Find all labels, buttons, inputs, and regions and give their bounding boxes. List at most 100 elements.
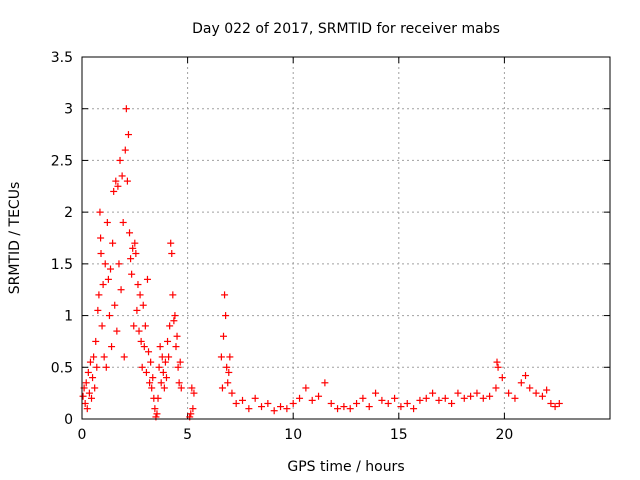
data-point <box>93 363 101 371</box>
grid <box>82 57 610 419</box>
data-point <box>225 368 233 376</box>
y-axis-label: SRMTID / TECUs <box>7 182 23 295</box>
data-point <box>435 396 443 404</box>
data-point <box>104 275 112 283</box>
data-point <box>129 244 137 252</box>
y-tick-label: 1.5 <box>51 257 73 273</box>
data-point <box>117 286 125 294</box>
data-point <box>555 399 563 407</box>
data-point <box>161 358 169 366</box>
data-point <box>410 405 418 413</box>
data-point <box>86 358 94 366</box>
data-point <box>170 317 178 325</box>
data-point <box>492 384 500 392</box>
data-point <box>384 399 392 407</box>
data-point <box>175 379 183 387</box>
data-point <box>99 281 107 289</box>
data-point <box>391 394 399 402</box>
data-point <box>538 392 546 400</box>
data-point <box>156 343 164 351</box>
x-tick-label: 20 <box>495 427 513 443</box>
data-point <box>486 392 494 400</box>
data-point <box>94 306 102 314</box>
data-point <box>397 403 405 411</box>
data-point <box>270 407 278 415</box>
data-point <box>162 374 170 382</box>
data-point <box>120 353 128 361</box>
data-point <box>128 270 136 278</box>
data-point <box>188 384 196 392</box>
data-point <box>92 337 100 345</box>
data-point <box>217 353 225 361</box>
data-point <box>85 389 93 397</box>
data-point <box>283 405 291 413</box>
data-point <box>441 394 449 402</box>
data-point <box>551 403 559 411</box>
data-point <box>90 353 98 361</box>
data-point <box>302 384 310 392</box>
data-point <box>109 239 117 247</box>
data-point <box>372 389 380 397</box>
data-point <box>157 379 165 387</box>
data-point <box>164 337 172 345</box>
data-point <box>84 368 92 376</box>
data-point <box>220 332 228 340</box>
data-point <box>165 353 173 361</box>
data-point <box>346 405 354 413</box>
data-point <box>119 218 127 226</box>
data-point <box>148 384 156 392</box>
y-tick-label: 2 <box>64 205 73 221</box>
data-point <box>154 394 162 402</box>
data-point <box>118 172 126 180</box>
data-point <box>353 399 361 407</box>
data-point <box>422 394 430 402</box>
data-point <box>340 403 348 411</box>
data-point <box>158 353 166 361</box>
data-point <box>264 399 272 407</box>
x-tick-label: 15 <box>390 427 408 443</box>
y-tick-label: 1 <box>64 309 73 325</box>
data-point <box>378 396 386 404</box>
data-point <box>172 343 180 351</box>
data-point <box>473 389 481 397</box>
data-point <box>526 384 534 392</box>
data-point <box>359 394 367 402</box>
data-point <box>429 389 437 397</box>
data-point <box>151 405 159 413</box>
x-axis-label: GPS time / hours <box>287 459 404 475</box>
data-point <box>132 250 140 258</box>
data-point <box>81 399 89 407</box>
data-point <box>467 392 475 400</box>
data-point <box>334 405 342 413</box>
data-point <box>315 392 323 400</box>
data-point <box>142 368 150 376</box>
data-point <box>239 396 247 404</box>
data-point <box>517 379 525 387</box>
data-point <box>105 312 113 320</box>
data-point <box>91 384 99 392</box>
data-point <box>176 358 184 366</box>
data-point <box>403 399 411 407</box>
data-point <box>460 394 468 402</box>
data-point <box>113 327 121 335</box>
y-tick-label: 2.5 <box>51 153 73 169</box>
y-tick-label: 0.5 <box>51 360 73 376</box>
data-point <box>98 322 106 330</box>
data-point <box>149 374 157 382</box>
y-tick-label: 0 <box>64 412 73 428</box>
data-point <box>160 384 168 392</box>
data-point <box>173 332 181 340</box>
data-point <box>289 399 297 407</box>
data-point <box>187 410 195 418</box>
ticks: 0 0.5 1 1.5 2 2.5 3 3.5 0 5 10 15 20 <box>51 50 610 443</box>
data-point <box>133 306 141 314</box>
y-tick-label: 3 <box>64 102 73 118</box>
data-points <box>79 105 563 421</box>
data-point <box>228 389 236 397</box>
data-point <box>168 250 176 258</box>
data-point <box>140 343 148 351</box>
data-point <box>505 389 513 397</box>
data-point <box>126 229 134 237</box>
data-point <box>89 374 97 382</box>
